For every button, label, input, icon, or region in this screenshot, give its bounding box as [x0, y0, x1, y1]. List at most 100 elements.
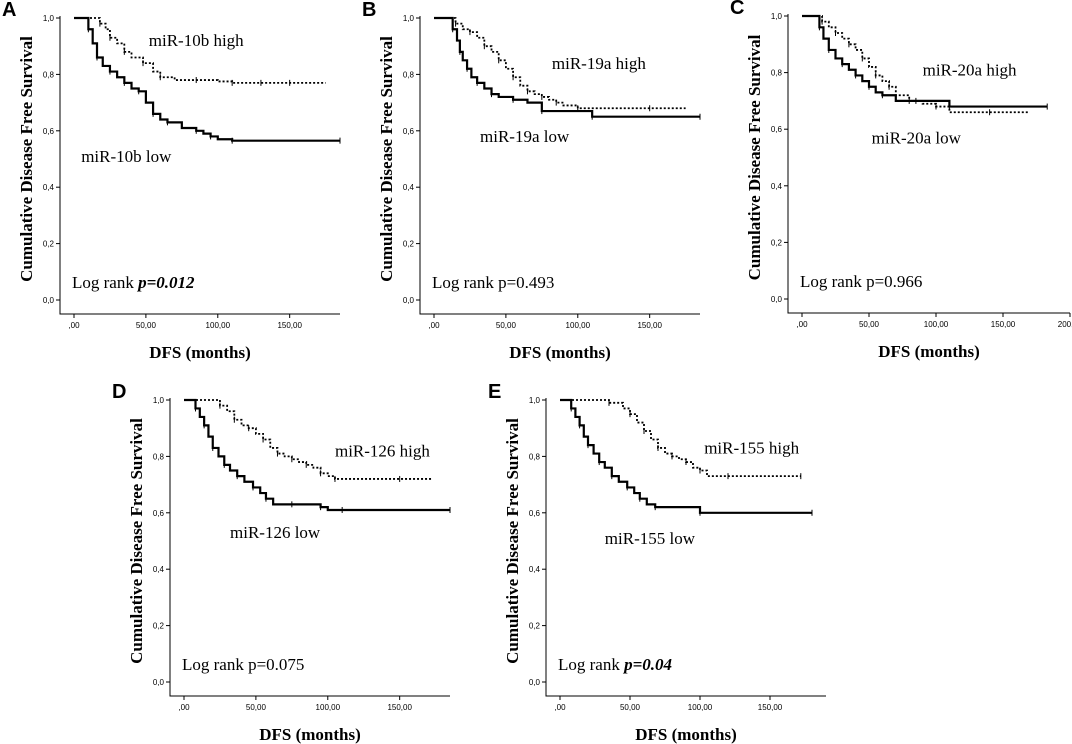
panel-a-logrank-prefix: Log rank: [72, 273, 138, 292]
panel-c-logrank-prefix: Log rank: [800, 272, 866, 291]
panel-d-xtick-label: 100,00: [316, 703, 341, 712]
panel-d-ylabel: Cumulative Disease Free Survival: [127, 418, 146, 664]
panel-c-logrank-value: p=0.966: [866, 272, 922, 291]
panel-d-ytick-label: 0,4: [153, 565, 165, 574]
panel-b-ytick-label: 0,8: [403, 70, 415, 79]
panel-e-ytick-label: 0,0: [529, 678, 541, 687]
panel-d-axes: [169, 398, 450, 697]
panel-b-axes: [419, 16, 700, 315]
panel-c-ylabel: Cumulative Disease Free Survival: [745, 34, 764, 280]
panel-a-ytick-label: 0,6: [43, 127, 55, 136]
panel-c-ytick-label: 0,0: [771, 295, 783, 304]
panel-c-ytick-label: 0,2: [771, 238, 783, 247]
panel-a-ytick-label: 0,0: [43, 296, 55, 305]
panel-d-xtick-label: ,00: [178, 703, 190, 712]
panel-b-ytick-label: 0,4: [403, 183, 415, 192]
panel-d-ytick-label: 0,2: [153, 622, 165, 631]
panel-a-xtick-label: 150,00: [277, 321, 302, 330]
panel-b-ytick-label: 0,2: [403, 240, 415, 249]
panel-b-logrank: Log rank p=0.493: [432, 273, 554, 292]
panel-b-logrank-value: p=0.493: [498, 273, 554, 292]
panel-d-ytick-label: 1,0: [153, 396, 165, 405]
panel-d-ytick-label: 0,6: [153, 509, 165, 518]
panel-b-xtick-label: 50,00: [496, 321, 517, 330]
panel-a-xtick-label: 100,00: [206, 321, 231, 330]
panel-b-xtick-label: 150,00: [637, 321, 662, 330]
panel-b-xlabel: DFS (months): [509, 343, 611, 362]
panel-d-xlabel: DFS (months): [259, 725, 361, 744]
panel-d-series-high-curve: [184, 399, 432, 480]
panel-d-series-label: miR-126 high: [335, 441, 430, 460]
panel-d: D 0,0 0,2 0,4 0,6 0,8 1,0 ,00 50,00 100,00 150,00 C…: [112, 381, 451, 744]
panel-b-xtick-label: 100,00: [566, 321, 591, 330]
panel-a-ylabel: Cumulative Disease Free Survival: [17, 36, 36, 282]
panel-c-xtick-label: 50,00: [859, 320, 880, 329]
panel-d-logrank-prefix: Log rank: [182, 655, 248, 674]
panel-e-logrank: Log rank p=0.04: [558, 655, 672, 674]
panel-b-letter: B: [362, 0, 376, 21]
panel-c-xtick-label: ,00: [796, 320, 808, 329]
panel-d-ytick-label: 0,0: [153, 678, 165, 687]
panel-c-xtick-label: 200,00: [1058, 320, 1072, 329]
panel-a-ytick-label: 1,0: [43, 14, 55, 23]
panel-a-ytick-label: 0,2: [43, 240, 55, 249]
panel-e-xtick-label: 150,00: [758, 703, 783, 712]
panel-d-series-label: miR-126 low: [230, 523, 321, 542]
panel-a-series-high-curve: [74, 17, 326, 84]
panel-c-ytick-label: 0,8: [771, 69, 783, 78]
panel-a-axes: [59, 16, 340, 315]
panel-b-series-label: miR-19a high: [552, 54, 646, 73]
panel-c-ytick-label: 0,4: [771, 182, 783, 191]
panel-b-xtick-label: ,00: [428, 321, 440, 330]
panel-b-logrank-prefix: Log rank: [432, 273, 498, 292]
panel-c-axes: [787, 14, 1070, 314]
panel-e-logrank-prefix: Log rank: [558, 655, 624, 674]
panel-e-ytick-label: 0,8: [529, 452, 541, 461]
panel-e-series-label: miR-155 low: [605, 529, 696, 548]
panel-b-ytick-label: 0,0: [403, 296, 415, 305]
panel-c-series-label: miR-20a low: [872, 128, 962, 147]
panel-b-ytick-label: 0,6: [403, 127, 415, 136]
panel-a-series-label: miR-10b high: [149, 31, 244, 50]
panel-b-ylabel: Cumulative Disease Free Survival: [377, 36, 396, 282]
panel-c-xtick-label: 150,00: [991, 320, 1016, 329]
panel-e: E 0,0 0,2 0,4 0,6 0,8 1,0 ,00 50,00 100,00 150,00 C…: [488, 381, 826, 744]
panel-c-series-label: miR-20a high: [923, 60, 1017, 79]
panel-a-series-label: miR-10b low: [81, 147, 172, 166]
panel-d-logrank: Log rank p=0.075: [182, 655, 304, 674]
panel-e-ytick-label: 0,4: [529, 565, 541, 574]
panel-c-logrank: Log rank p=0.966: [800, 272, 922, 291]
panel-d-logrank-value: p=0.075: [248, 655, 304, 674]
panel-e-xtick-label: 100,00: [688, 703, 713, 712]
panel-e-xtick-label: ,00: [554, 703, 566, 712]
panel-a-letter: A: [2, 0, 16, 21]
panel-e-axes: [545, 398, 826, 697]
panel-c-xlabel: DFS (months): [878, 342, 980, 361]
panel-e-letter: E: [488, 381, 501, 403]
panel-c-ytick-label: 1,0: [771, 12, 783, 21]
panel-a-xtick-label: 50,00: [136, 321, 157, 330]
panel-c-series-low-curve: [802, 14, 1048, 108]
panel-d-xtick-label: 150,00: [387, 703, 412, 712]
panel-e-series-label: miR-155 high: [704, 439, 799, 458]
panel-d-ytick-label: 0,8: [153, 452, 165, 461]
panel-e-logrank-value: p=0.04: [622, 655, 672, 674]
panel-e-ytick-label: 1,0: [529, 396, 541, 405]
panel-d-letter: D: [112, 381, 126, 403]
panel-e-ylabel: Cumulative Disease Free Survival: [503, 418, 522, 664]
panel-a-logrank: Log rank p=0.012: [72, 273, 195, 292]
panel-c-series-high-curve: [802, 15, 1030, 114]
panel-b-series-label: miR-19a low: [480, 127, 570, 146]
panel-b-ytick-label: 1,0: [403, 14, 415, 23]
panel-a-ytick-label: 0,8: [43, 70, 55, 79]
panel-a-ytick-label: 0,4: [43, 183, 55, 192]
panel-c-xtick-label: 100,00: [924, 320, 949, 329]
panel-c: C 0,0 0,2 0,4 0,6 0,8 1,0 ,00 50,00 100,00 150,00 2…: [730, 0, 1072, 361]
panel-c-ytick-label: 0,6: [771, 125, 783, 134]
panel-d-xtick-label: 50,00: [246, 703, 267, 712]
panel-c-letter: C: [730, 0, 744, 19]
panel-a: A 0,0 0,2 0,4 0,6 0,8 1,0 ,00 50,00 100,00 150,00 C…: [2, 0, 341, 362]
panel-b: B 0,0 0,2 0,4 0,6 0,8 1,0 ,00 50,00 100,00 150,00 C…: [362, 0, 701, 362]
panel-e-ytick-label: 0,2: [529, 622, 541, 631]
